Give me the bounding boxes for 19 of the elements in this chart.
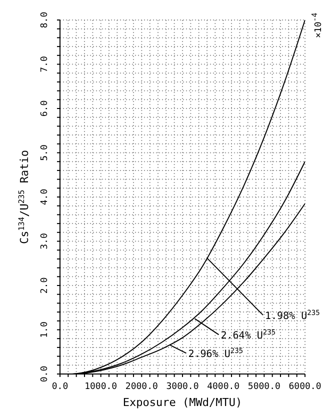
- x-tick-label: 6000.0: [288, 382, 322, 392]
- y-tick-label: 1.0: [40, 322, 50, 338]
- y-tick-label: 7.0: [40, 56, 50, 72]
- y-tick-label: 3.0: [40, 233, 50, 250]
- y-tick-label: 2.0: [40, 277, 50, 294]
- x-axis-title: Exposure (MWd/MTU): [122, 396, 242, 409]
- y-tick-label: 6.0: [40, 100, 50, 117]
- x-tick-label: 3000.0: [166, 382, 199, 392]
- x-tick-label: 2000.0: [125, 382, 158, 392]
- y-tick-label: 8.0: [40, 12, 50, 28]
- annotation: 1.98% U$^{235}$: [265, 309, 320, 322]
- x-tick-label: 4000.0: [207, 382, 240, 392]
- annotation: 2.96% U$^{235}$: [188, 347, 244, 360]
- x-tick-label: 1000.0: [84, 382, 118, 392]
- x-tick-label: 0.0: [52, 382, 68, 392]
- annotation: 2.64% U$^{235}$: [220, 328, 276, 342]
- y-tick-label: 5.0: [40, 144, 50, 161]
- x-tick-label: 5000.0: [248, 382, 280, 392]
- y-tick-label: 4.0: [40, 188, 50, 206]
